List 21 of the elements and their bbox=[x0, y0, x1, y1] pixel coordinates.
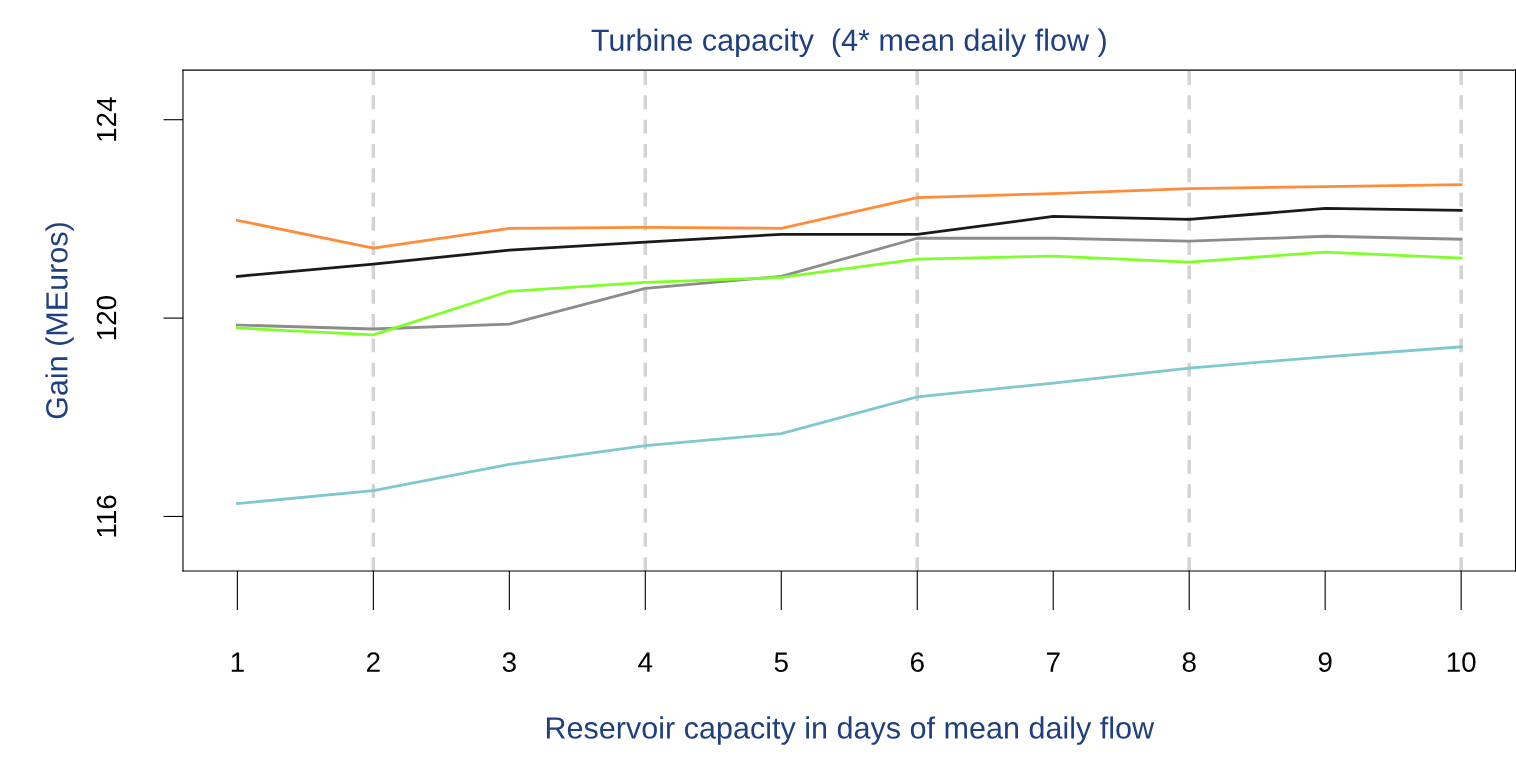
x-tick-label: 8 bbox=[1182, 652, 1196, 672]
y-tick-label: 120 bbox=[96, 295, 117, 340]
line-series bbox=[235, 345, 1463, 505]
x-tick-label: 7 bbox=[1046, 652, 1060, 672]
line-series bbox=[235, 250, 1463, 337]
y-axis-title: Gain (MEuros) bbox=[45, 223, 74, 419]
x-tick-label: 6 bbox=[910, 652, 924, 672]
x-tick-label: 1 bbox=[231, 652, 244, 672]
line-series bbox=[235, 234, 1463, 331]
chart-title: Turbine capacity (4* mean daily flow ) bbox=[591, 28, 1106, 58]
x-tick-label: 2 bbox=[367, 652, 380, 672]
line-series bbox=[235, 207, 1463, 278]
y-tick-label: 124 bbox=[96, 97, 117, 141]
x-axis-title: Reservoir capacity in days of mean daily flow bbox=[546, 716, 1155, 745]
x-tick-label: 3 bbox=[502, 652, 516, 672]
y-tick-label: 116 bbox=[96, 495, 117, 537]
line-series bbox=[235, 183, 1463, 250]
x-tick-label: 10 bbox=[1447, 652, 1476, 672]
x-tick-label: 5 bbox=[774, 652, 788, 672]
x-tick-label: 4 bbox=[638, 652, 653, 672]
x-tick-label: 9 bbox=[1318, 652, 1332, 672]
